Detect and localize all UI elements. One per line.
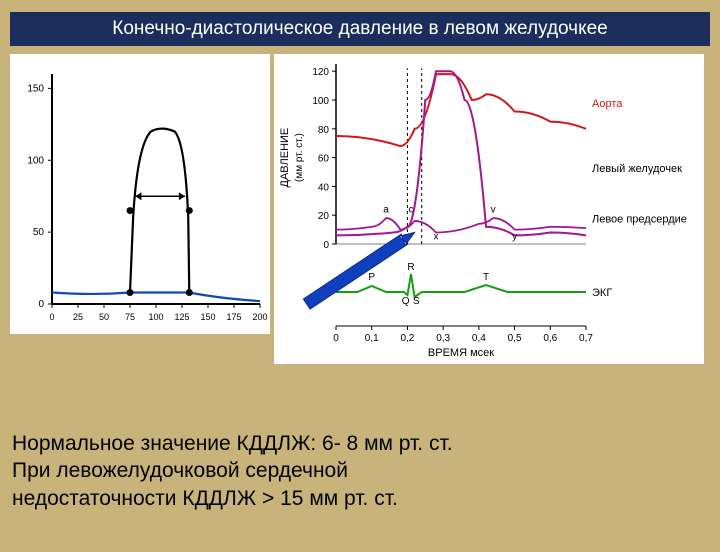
svg-text:120: 120 bbox=[312, 67, 329, 78]
svg-text:0,1: 0,1 bbox=[365, 333, 379, 344]
caption-line-3: недостаточности КДДЛЖ > 15 мм рт. ст. bbox=[12, 485, 453, 512]
svg-text:175: 175 bbox=[226, 312, 241, 322]
svg-text:40: 40 bbox=[318, 182, 330, 193]
svg-text:T: T bbox=[483, 272, 489, 283]
svg-text:Левое предсердие: Левое предсердие bbox=[592, 213, 687, 225]
svg-text:150: 150 bbox=[200, 312, 215, 322]
svg-text:75: 75 bbox=[125, 312, 135, 322]
svg-text:Левый желудочек: Левый желудочек bbox=[592, 163, 682, 175]
svg-text:0: 0 bbox=[333, 333, 339, 344]
svg-text:50: 50 bbox=[99, 312, 109, 322]
svg-text:25: 25 bbox=[73, 312, 83, 322]
svg-text:200: 200 bbox=[252, 312, 267, 322]
svg-text:R: R bbox=[407, 262, 414, 273]
svg-text:0,2: 0,2 bbox=[400, 333, 414, 344]
svg-text:0,6: 0,6 bbox=[543, 333, 557, 344]
charts-container: 0 25 50 75 100 125 150 175 200 0 50 100 150 0 20 40 60 8… bbox=[10, 54, 710, 364]
svg-text:(мм рт. ст.): (мм рт. ст.) bbox=[294, 133, 305, 182]
svg-text:ВРЕМЯ мсек: ВРЕМЯ мсек bbox=[428, 347, 494, 359]
svg-text:ДАВЛЕНИЕ: ДАВЛЕНИЕ bbox=[279, 128, 291, 188]
caption-line-1: Нормальное значение КДДЛЖ: 6- 8 мм рт. с… bbox=[12, 430, 453, 457]
left-pressure-chart: 0 25 50 75 100 125 150 175 200 0 50 100 150 bbox=[10, 54, 270, 334]
svg-text:0,5: 0,5 bbox=[508, 333, 522, 344]
caption-line-2: При левожелудочковой сердечной bbox=[12, 457, 453, 484]
svg-text:ЭКГ: ЭКГ bbox=[592, 287, 612, 299]
svg-text:0,4: 0,4 bbox=[472, 333, 486, 344]
svg-text:c: c bbox=[409, 204, 414, 215]
svg-text:0: 0 bbox=[323, 240, 329, 251]
svg-text:0,3: 0,3 bbox=[436, 333, 450, 344]
page-title: Конечно-диастолическое давление в левом … bbox=[10, 12, 710, 46]
svg-text:a: a bbox=[383, 204, 389, 215]
svg-text:60: 60 bbox=[318, 154, 330, 165]
svg-text:x: x bbox=[434, 232, 439, 243]
svg-text:P: P bbox=[368, 272, 375, 283]
svg-text:0: 0 bbox=[38, 299, 44, 310]
svg-text:125: 125 bbox=[174, 312, 189, 322]
svg-text:v: v bbox=[491, 204, 496, 215]
left-chart-svg: 0 25 50 75 100 125 150 175 200 0 50 100 150 bbox=[10, 54, 270, 334]
right-chart-svg: 0 20 40 60 80 100 120 ДАВЛЕНИЕ(мм рт. ст.) Аорта… bbox=[274, 54, 704, 364]
svg-text:0: 0 bbox=[49, 312, 54, 322]
svg-text:20: 20 bbox=[318, 211, 330, 222]
right-pressure-chart: 0 20 40 60 80 100 120 ДАВЛЕНИЕ(мм рт. ст.) Аорта… bbox=[274, 54, 704, 364]
svg-text:0,7: 0,7 bbox=[579, 333, 593, 344]
svg-text:50: 50 bbox=[33, 227, 45, 238]
caption-block: Нормальное значение КДДЛЖ: 6- 8 мм рт. с… bbox=[12, 430, 453, 512]
svg-text:100: 100 bbox=[312, 96, 329, 107]
svg-text:Аорта: Аорта bbox=[592, 98, 623, 110]
svg-text:150: 150 bbox=[27, 83, 44, 94]
svg-text:S: S bbox=[413, 296, 420, 307]
svg-text:100: 100 bbox=[148, 312, 163, 322]
svg-text:Q: Q bbox=[402, 296, 410, 307]
svg-text:100: 100 bbox=[27, 155, 44, 166]
svg-text:80: 80 bbox=[318, 125, 330, 136]
svg-text:y: y bbox=[512, 232, 517, 243]
